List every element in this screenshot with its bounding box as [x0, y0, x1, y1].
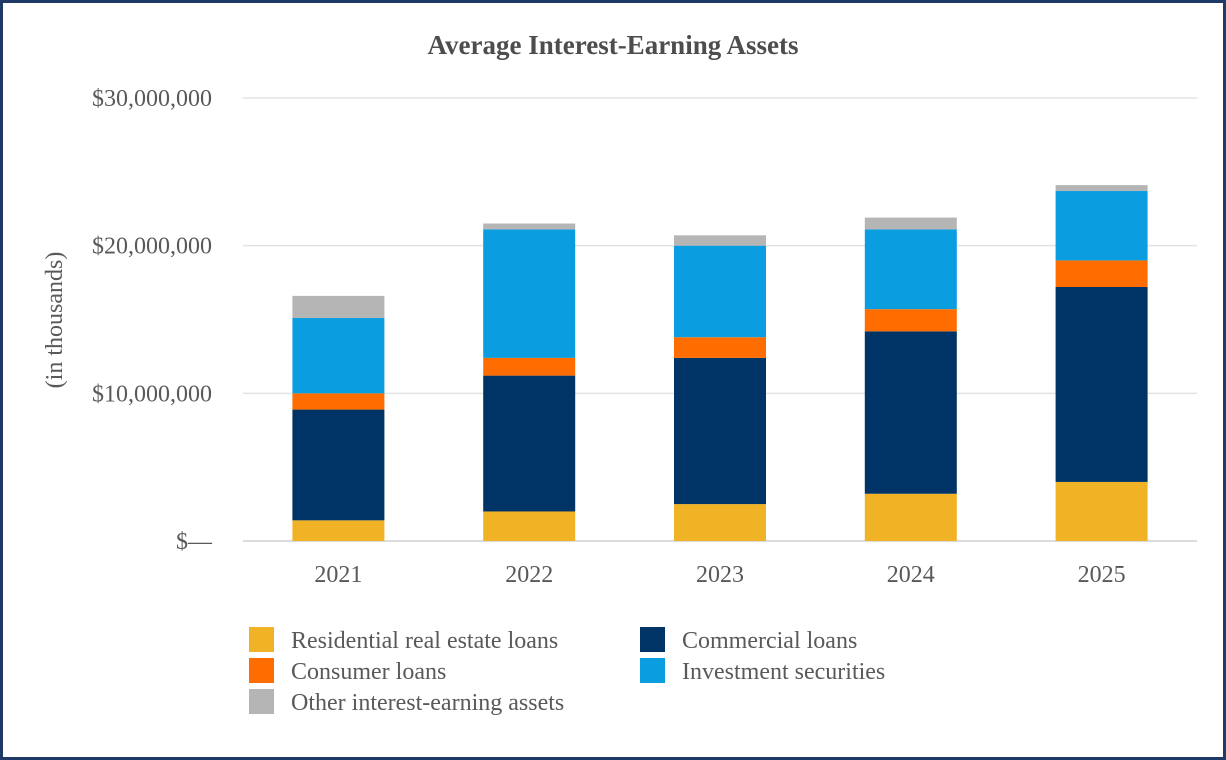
bar-segment-2025-3	[1055, 191, 1148, 261]
legend-item: Other interest-earning assets	[249, 689, 564, 716]
x-tick-label: 2023	[696, 562, 744, 588]
legend-swatch	[640, 658, 665, 683]
legend-item: Residential real estate loans	[249, 627, 558, 654]
bar-segment-2023-4	[674, 235, 766, 246]
legend-item: Commercial loans	[640, 627, 857, 654]
bar-segment-2025-2	[1055, 260, 1148, 288]
bar-segment-2023-2	[674, 337, 766, 358]
bar-segment-2024-3	[864, 229, 957, 310]
bar-segment-2022-3	[483, 229, 576, 358]
legend-swatch	[640, 627, 665, 652]
bar-segment-2021-2	[292, 393, 385, 410]
legend-swatch	[249, 689, 274, 714]
bar-segment-2021-3	[292, 318, 385, 394]
bar-segment-2024-0	[864, 493, 957, 541]
bar-segment-2022-2	[483, 357, 576, 376]
bar-segment-2022-1	[483, 375, 576, 512]
legend-item: Consumer loans	[249, 658, 446, 685]
legend-swatch	[249, 627, 274, 652]
legend-label: Commercial loans	[682, 628, 857, 654]
bar-segment-2023-0	[674, 504, 766, 541]
bar-segment-2025-1	[1055, 287, 1148, 482]
y-tick-label: $10,000,000	[92, 381, 212, 407]
chart-title: Average Interest-Earning Assets	[428, 30, 799, 60]
x-tick-label: 2024	[887, 562, 935, 588]
bar-segment-2022-4	[483, 223, 576, 230]
bar-segment-2022-0	[483, 511, 576, 541]
bar-segment-2025-0	[1055, 481, 1148, 541]
bar-segment-2021-1	[292, 409, 385, 521]
bar-segment-2023-3	[674, 245, 766, 338]
bar-segment-2023-1	[674, 357, 766, 505]
y-tick-label: $20,000,000	[92, 234, 212, 260]
x-tick-label: 2022	[505, 562, 553, 588]
bar-segment-2025-4	[1055, 185, 1148, 192]
legend-label: Other interest-earning assets	[291, 690, 564, 716]
legend-label: Residential real estate loans	[291, 628, 558, 654]
y-axis-label: (in thousands)	[42, 252, 68, 389]
bar-segment-2024-1	[864, 331, 957, 494]
legend-label: Consumer loans	[291, 659, 446, 685]
bar-segment-2021-0	[292, 520, 385, 541]
legend-item: Investment securities	[640, 658, 885, 685]
bar-segment-2021-4	[292, 295, 385, 319]
legend-label: Investment securities	[682, 659, 885, 685]
bar-segment-2024-4	[864, 217, 957, 230]
x-tick-label: 2021	[314, 562, 362, 588]
legend-swatch	[249, 658, 274, 683]
y-tick-label: $30,000,000	[92, 86, 212, 112]
y-tick-label: $—	[176, 529, 213, 555]
bar-segment-2024-2	[864, 309, 957, 332]
x-tick-label: 2025	[1078, 562, 1126, 588]
